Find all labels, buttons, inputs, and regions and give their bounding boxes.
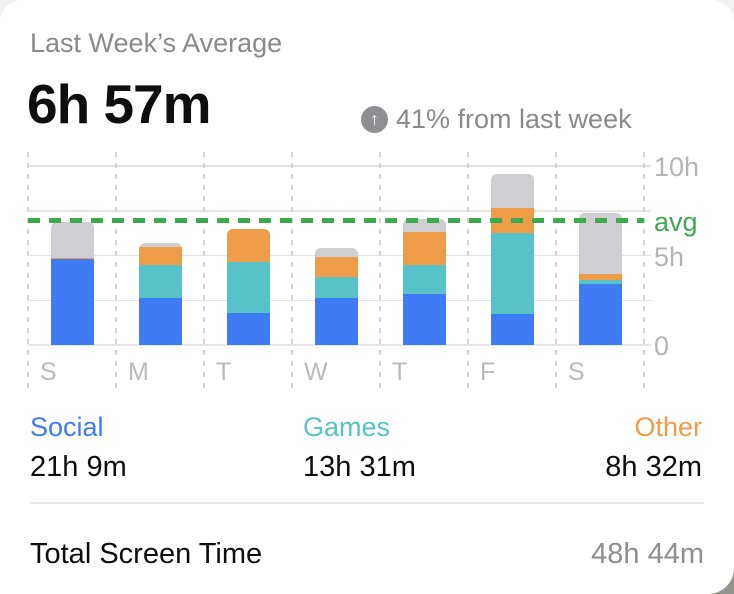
bar-segment-social bbox=[50, 259, 94, 345]
bar-segment-other bbox=[50, 257, 94, 260]
vgrid-line-2 bbox=[203, 152, 205, 390]
legend-label-other: Other bbox=[634, 412, 702, 442]
vgrid-line-0 bbox=[27, 152, 29, 390]
vgrid-line-1 bbox=[115, 152, 117, 390]
bar-segment-uncategorized bbox=[490, 174, 534, 209]
bar-segment-social bbox=[578, 284, 622, 345]
x-axis-label-wed: W bbox=[304, 358, 328, 386]
x-axis-label-sun: S bbox=[40, 358, 57, 386]
bar-thu[interactable] bbox=[402, 219, 446, 345]
legend-item-games: Games 13h 31m bbox=[303, 412, 416, 484]
bar-segment-other bbox=[578, 273, 622, 280]
legend-label-games: Games bbox=[303, 412, 391, 442]
average-value: 6h 57m bbox=[27, 73, 212, 135]
bar-tue[interactable] bbox=[226, 228, 270, 345]
x-axis-label-sat: S bbox=[568, 358, 585, 386]
legend-value-social: 21h 9m bbox=[30, 451, 127, 483]
bar-wed[interactable] bbox=[314, 247, 358, 345]
bar-sun[interactable] bbox=[50, 222, 94, 345]
bar-segment-other bbox=[226, 228, 270, 262]
arrow-up-circle-icon: ↑ bbox=[361, 105, 388, 133]
bar-segment-uncategorized bbox=[50, 222, 94, 258]
vgrid-line-6 bbox=[555, 152, 557, 390]
vgrid-line-3 bbox=[291, 152, 293, 390]
bar-segment-games bbox=[314, 277, 358, 298]
bar-mon[interactable] bbox=[138, 242, 182, 345]
change-text: 41% from last week bbox=[396, 103, 632, 134]
bar-segment-other bbox=[402, 232, 446, 266]
vgrid-line-5 bbox=[467, 152, 469, 390]
bar-segment-games bbox=[402, 265, 446, 294]
bar-segment-games bbox=[226, 261, 270, 313]
y-axis-label-10h: 10h bbox=[654, 152, 700, 182]
page-title: Last Week’s Average bbox=[30, 28, 283, 58]
vgrid-line-7 bbox=[643, 152, 645, 390]
legend-item-social: Social 21h 9m bbox=[30, 412, 127, 484]
change-row: ↑ 41% from last week bbox=[361, 103, 632, 135]
bar-fri[interactable] bbox=[490, 174, 534, 345]
bar-segment-social bbox=[138, 298, 182, 345]
x-axis-label-mon: M bbox=[128, 358, 149, 386]
bar-segment-games bbox=[138, 265, 182, 299]
x-axis-label-tue: T bbox=[216, 358, 232, 386]
y-axis-label-5h: 5h bbox=[654, 241, 685, 272]
bar-segment-games bbox=[490, 233, 534, 314]
vgrid-line-4 bbox=[379, 152, 381, 390]
legend-value-games: 13h 31m bbox=[303, 451, 416, 483]
x-axis-label-fri: F bbox=[480, 358, 496, 386]
bar-segment-other bbox=[138, 247, 182, 266]
y-axis-label-avg: avg bbox=[654, 206, 698, 237]
y-axis-label-0: 0 bbox=[654, 331, 670, 361]
hgrid-line-0h bbox=[28, 344, 651, 346]
bar-segment-uncategorized bbox=[138, 242, 182, 248]
legend-value-other: 8h 32m bbox=[605, 451, 702, 483]
bar-segment-uncategorized bbox=[578, 213, 622, 274]
bar-segment-games bbox=[578, 279, 622, 285]
bar-segment-other bbox=[314, 256, 358, 278]
legend-label-social: Social bbox=[30, 412, 104, 442]
total-screen-time-label: Total Screen Time bbox=[30, 538, 263, 570]
bar-segment-social bbox=[402, 293, 446, 345]
bar-segment-uncategorized bbox=[314, 247, 358, 257]
divider bbox=[30, 502, 704, 504]
bar-segment-social bbox=[314, 297, 358, 345]
hgrid-line-7.5h bbox=[28, 210, 651, 212]
hgrid-line-10h bbox=[28, 165, 651, 167]
bar-segment-social bbox=[226, 312, 270, 345]
average-line bbox=[28, 218, 644, 224]
legend-item-other: Other 8h 32m bbox=[605, 412, 702, 484]
bar-segment-social bbox=[490, 313, 534, 345]
total-screen-time-value: 48h 44m bbox=[591, 538, 704, 570]
x-axis-label-thu: T bbox=[392, 358, 408, 386]
bar-sat[interactable] bbox=[578, 213, 622, 345]
